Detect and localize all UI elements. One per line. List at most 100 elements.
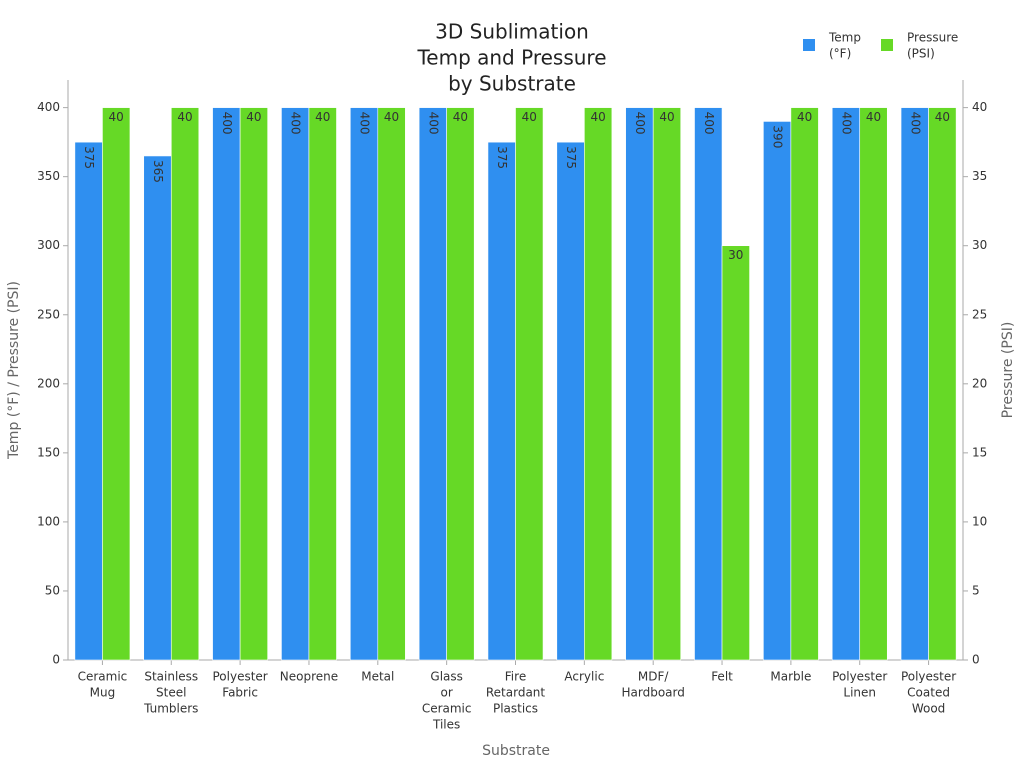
y2-tick-label: 35 [972,169,987,183]
bar [349,107,379,661]
x-tick-label: Stainless [144,670,198,684]
legend-swatch [881,39,893,51]
x-tick-label: Retardant [486,686,546,700]
x-tick-label: Hardboard [622,686,685,700]
x-tick-label: Felt [711,670,733,684]
data-label: 40 [453,110,468,124]
x-tick-label: Fire [505,670,526,684]
bar [487,141,516,661]
bar [239,107,268,661]
legend-swatch [803,39,815,51]
x-tick-label: Coated [907,686,950,700]
bar [831,107,861,661]
bar [625,107,654,661]
y2-tick-label: 25 [972,307,987,321]
x-tick-label: Linen [843,686,876,700]
x-tick-label: Ceramic [422,702,472,716]
x-tick-label: or [441,686,453,700]
x-tick-label: MDF/ [638,670,669,684]
x-tick-label: Fabric [222,686,258,700]
data-label: 390 [771,125,785,148]
data-label: 40 [935,110,950,124]
chart-title: Temp and Pressure [416,46,606,70]
data-label: 40 [866,110,881,124]
chart-title: by Substrate [448,72,576,96]
y2-tick-label: 10 [972,514,987,528]
data-label: 40 [246,110,261,124]
data-label: 365 [151,160,165,183]
x-tick-label: Ceramic [78,670,128,684]
y2-tick-label: 30 [972,238,987,252]
bar [446,107,475,661]
legend-label: Pressure [907,31,958,45]
data-label: 375 [82,146,96,169]
data-label: 400 [702,112,716,135]
x-tick-label: Steel [156,686,186,700]
bar [694,107,723,661]
bar [721,245,750,661]
data-label: 30 [728,248,743,262]
x-tick-label: Tiles [432,718,460,732]
bar [102,107,131,661]
bar [418,107,447,661]
data-label: 400 [426,112,440,135]
x-tick-label: Neoprene [280,670,338,684]
chart-title: 3D Sublimation [435,20,589,44]
bar [377,107,406,661]
bar [74,141,103,661]
bar [652,107,682,661]
data-label: 400 [220,112,234,135]
bar [170,107,200,661]
legend-label: (°F) [829,47,851,61]
y-tick-label: 100 [37,514,60,528]
y-tick-label: 400 [37,100,60,114]
y-tick-label: 300 [37,238,60,252]
x-tick-label: Acrylic [564,670,604,684]
x-tick-label: Metal [361,670,394,684]
bar [859,107,888,661]
x-tick-label: Marble [770,670,811,684]
data-label: 400 [908,112,922,135]
x-tick-label: Polyester [212,670,267,684]
x-tick-label: Polyester [901,670,956,684]
y2-axis-label: Pressure (PSI) [1000,322,1016,419]
y2-tick-label: 15 [972,445,987,459]
y-tick-label: 250 [37,307,60,321]
bar [556,141,585,661]
data-label: 400 [633,112,647,135]
data-label: 40 [659,110,674,124]
data-label: 375 [564,146,578,169]
data-label: 40 [177,110,192,124]
bar [763,121,792,661]
y-axis-label: Temp (°F) / Pressure (PSI) [6,281,22,460]
x-tick-label: Polyester [832,670,887,684]
data-label: 40 [797,110,812,124]
bar [515,107,544,661]
y2-tick-label: 20 [972,376,987,390]
data-label: 40 [315,110,330,124]
data-label: 40 [590,110,605,124]
data-label: 400 [839,112,853,135]
x-axis-label: Substrate [482,743,550,759]
data-label: 40 [522,110,537,124]
y2-tick-label: 40 [972,100,987,114]
data-label: 400 [289,112,303,135]
y-tick-label: 200 [37,376,60,390]
y-tick-label: 0 [52,653,60,667]
data-label: 375 [495,146,509,169]
x-tick-label: Glass [430,670,463,684]
data-label: 40 [109,110,124,124]
y-tick-label: 50 [45,583,60,597]
x-tick-label: Plastics [493,702,538,716]
x-tick-label: Wood [912,702,945,716]
y2-tick-label: 5 [972,583,980,597]
bar [308,107,337,661]
bar [790,107,819,661]
x-tick-label: Mug [90,686,116,700]
data-label: 40 [384,110,399,124]
bar [928,107,957,661]
y-tick-label: 150 [37,445,60,459]
bar [212,107,241,661]
y-tick-label: 350 [37,169,60,183]
